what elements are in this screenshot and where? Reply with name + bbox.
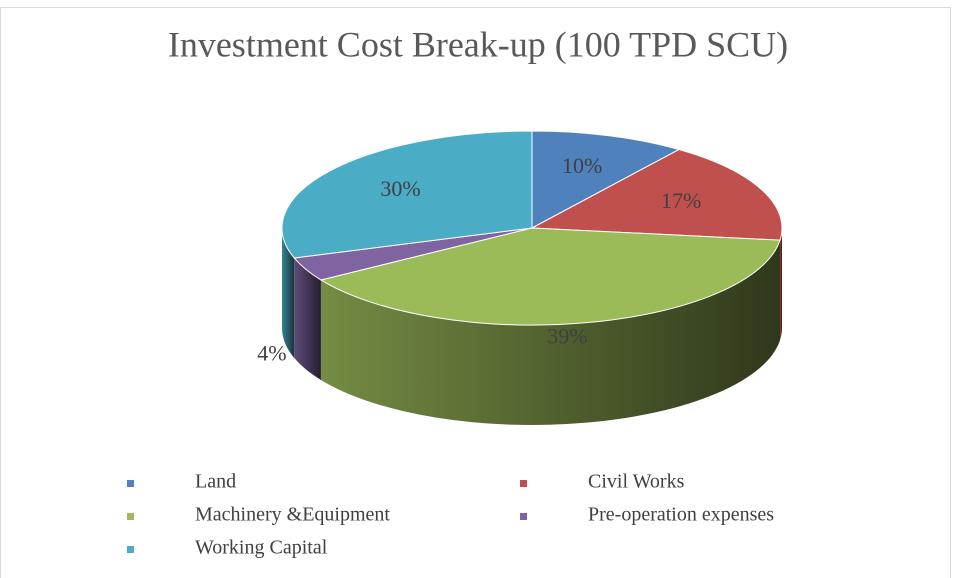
data-label: 17%: [661, 188, 701, 213]
legend-label: Civil Works: [588, 471, 685, 493]
slice-side: [294, 257, 321, 380]
slice: [531, 130, 681, 229]
slice: [530, 148, 783, 241]
data-label: 30%: [380, 176, 420, 201]
legend-swatch: [127, 480, 134, 487]
data-label: 39%: [547, 323, 587, 348]
slice-side: [282, 228, 295, 358]
legend-label: Pre-operation expenses: [588, 504, 774, 526]
legend-label: Working Capital: [195, 537, 328, 559]
legend-swatch: [127, 513, 134, 520]
slice-side: [320, 240, 781, 425]
slice: [319, 227, 781, 326]
slice: [281, 130, 533, 259]
legend-swatch: [520, 513, 527, 520]
chart-title: Investment Cost Break-up (100 TPD SCU): [168, 24, 788, 64]
legend-label: Land: [195, 471, 236, 493]
data-label: 10%: [562, 153, 602, 178]
legend-swatch: [520, 480, 527, 487]
legend-label: Machinery &Equipment: [195, 504, 390, 526]
legend-swatch: [127, 546, 134, 553]
slice-side: [780, 228, 782, 341]
data-label: 4%: [257, 341, 286, 366]
